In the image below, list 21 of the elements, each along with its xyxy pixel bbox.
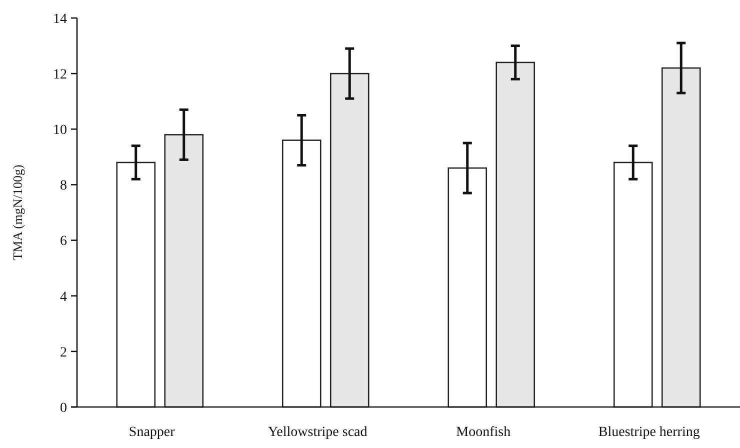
bar [164, 134, 204, 408]
y-tick-label: 4 [60, 290, 67, 305]
x-tick-label: Snapper [128, 425, 176, 440]
y-tick-label: 2 [60, 345, 67, 360]
bar [448, 167, 488, 408]
y-tick-label: 6 [60, 234, 67, 250]
bar [116, 162, 156, 408]
bar [661, 67, 701, 408]
y-tick-label: 14 [53, 12, 67, 27]
y-tick-label: 10 [53, 123, 67, 138]
bar [282, 140, 322, 408]
x-tick-label: Bluestripe herring [598, 425, 700, 440]
bar [330, 72, 370, 408]
y-tick-label: 12 [53, 67, 67, 82]
x-tick-label: Moonfish [456, 425, 511, 440]
y-tick-label: 8 [60, 178, 67, 194]
bar [613, 162, 653, 408]
y-tick-label: 0 [60, 400, 67, 416]
bar [496, 62, 536, 408]
y-axis-title: TMA (mgN/100g) [10, 164, 25, 260]
x-tick-label: Yellowstripe scad [268, 425, 368, 440]
